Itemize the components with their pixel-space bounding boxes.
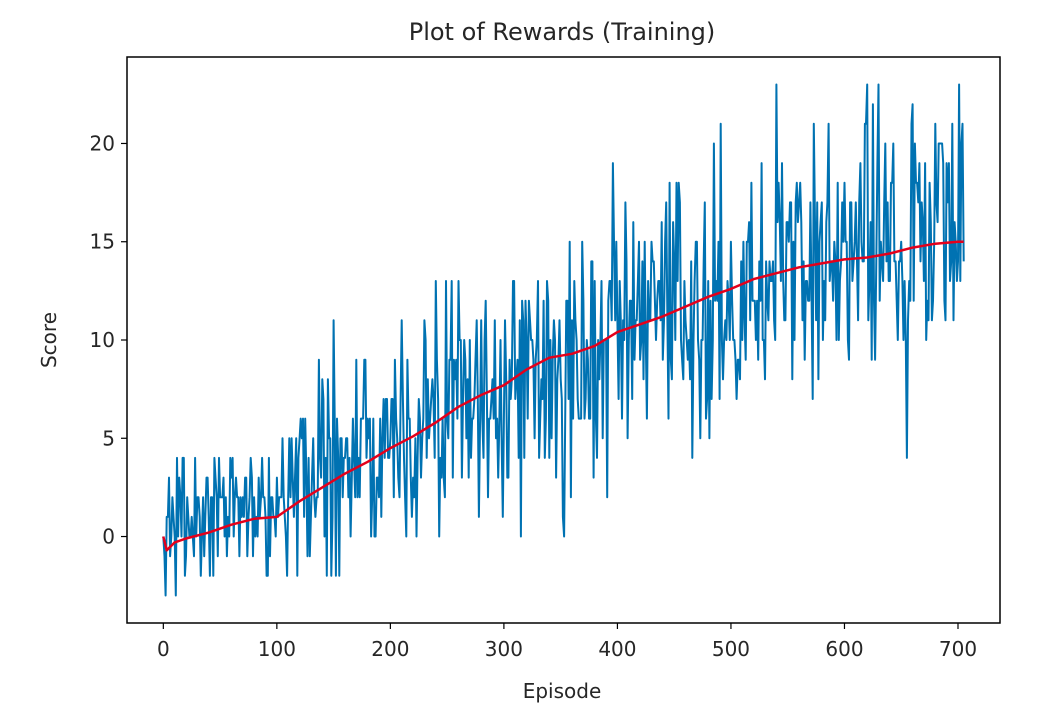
- y-tick-label: 10: [90, 328, 115, 352]
- y-axis-label: Score: [37, 312, 61, 368]
- x-tick-label: 500: [712, 637, 750, 661]
- chart-title: Plot of Rewards (Training): [409, 18, 716, 46]
- y-tick-label: 20: [90, 131, 115, 155]
- y-tick-label: 0: [102, 525, 115, 549]
- x-axis-label: Episode: [523, 679, 602, 703]
- x-tick-label: 600: [825, 637, 863, 661]
- series-moving-average-line: [162, 240, 964, 552]
- x-axis-ticks: 0 100 200 300 400 500 600 700: [157, 623, 977, 661]
- x-tick-label: 400: [598, 637, 636, 661]
- x-tick-label: 0: [157, 637, 170, 661]
- y-axis-ticks: 0 5 10 15 20: [90, 131, 127, 549]
- y-tick-label: 5: [102, 426, 115, 450]
- x-tick-label: 700: [939, 637, 977, 661]
- series-raw-score-line: [162, 83, 965, 597]
- y-tick-label: 15: [90, 230, 115, 254]
- x-tick-label: 200: [371, 637, 409, 661]
- x-tick-label: 300: [485, 637, 523, 661]
- plot-series: [162, 83, 965, 597]
- plot-frame: [126, 56, 1001, 624]
- x-tick-label: 100: [258, 637, 296, 661]
